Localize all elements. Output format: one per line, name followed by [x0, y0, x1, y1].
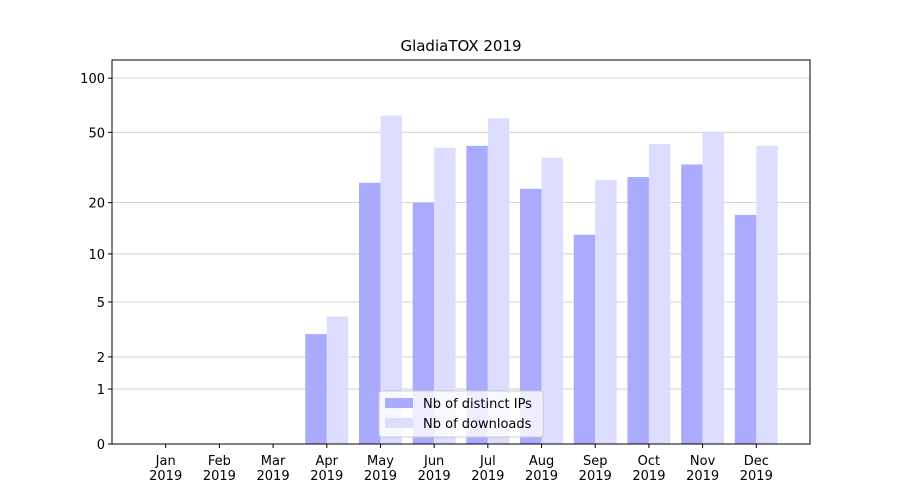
bar	[573, 234, 596, 444]
bar	[520, 188, 542, 444]
legend-box	[378, 390, 544, 438]
bar	[702, 132, 725, 445]
y-tick-label: 1	[97, 383, 105, 398]
y-tick-label: 100	[80, 72, 105, 87]
y-tick-label: 50	[88, 126, 105, 141]
bar	[434, 147, 456, 444]
y-tick-label: 5	[97, 296, 105, 311]
legend-label: Nb of downloads	[423, 417, 532, 432]
x-tick-label: Apr 2019	[310, 454, 343, 484]
x-tick-label: Dec 2019	[740, 454, 773, 484]
bar	[358, 182, 381, 444]
bar	[305, 334, 327, 444]
bar	[466, 145, 488, 444]
bar	[487, 118, 510, 444]
legend-label: Nb of distinct IPs	[423, 397, 532, 412]
x-tick-label: Mar 2019	[257, 454, 290, 484]
bar	[595, 179, 617, 444]
x-tick-label: Nov 2019	[686, 454, 719, 484]
y-tick-label: 10	[88, 248, 105, 263]
y-tick-label: 0	[97, 438, 105, 453]
bar	[412, 202, 435, 444]
x-tick-label: Jan 2019	[149, 454, 182, 484]
bar	[756, 145, 778, 444]
x-tick-label: Sep 2019	[579, 454, 612, 484]
x-tick-label: Jun 2019	[418, 454, 451, 484]
legend-swatch	[385, 398, 413, 408]
bar	[627, 177, 649, 445]
x-tick-label: Jul 2019	[471, 454, 504, 484]
y-tick-label: 2	[97, 351, 105, 366]
x-tick-label: Feb 2019	[203, 454, 236, 484]
bar	[541, 157, 564, 444]
x-tick-label: May 2019	[364, 454, 397, 484]
legend-swatch	[385, 418, 413, 428]
x-tick-label: Aug 2019	[525, 454, 558, 484]
bar	[681, 164, 703, 444]
y-tick-label: 20	[88, 197, 105, 212]
plot-frame	[111, 59, 811, 445]
chart-title: GladiaTOX 2019	[400, 37, 521, 55]
bar	[326, 316, 349, 444]
bar	[380, 115, 402, 445]
x-tick-label: Oct 2019	[632, 454, 665, 484]
bar	[648, 144, 671, 444]
bar	[734, 214, 757, 444]
